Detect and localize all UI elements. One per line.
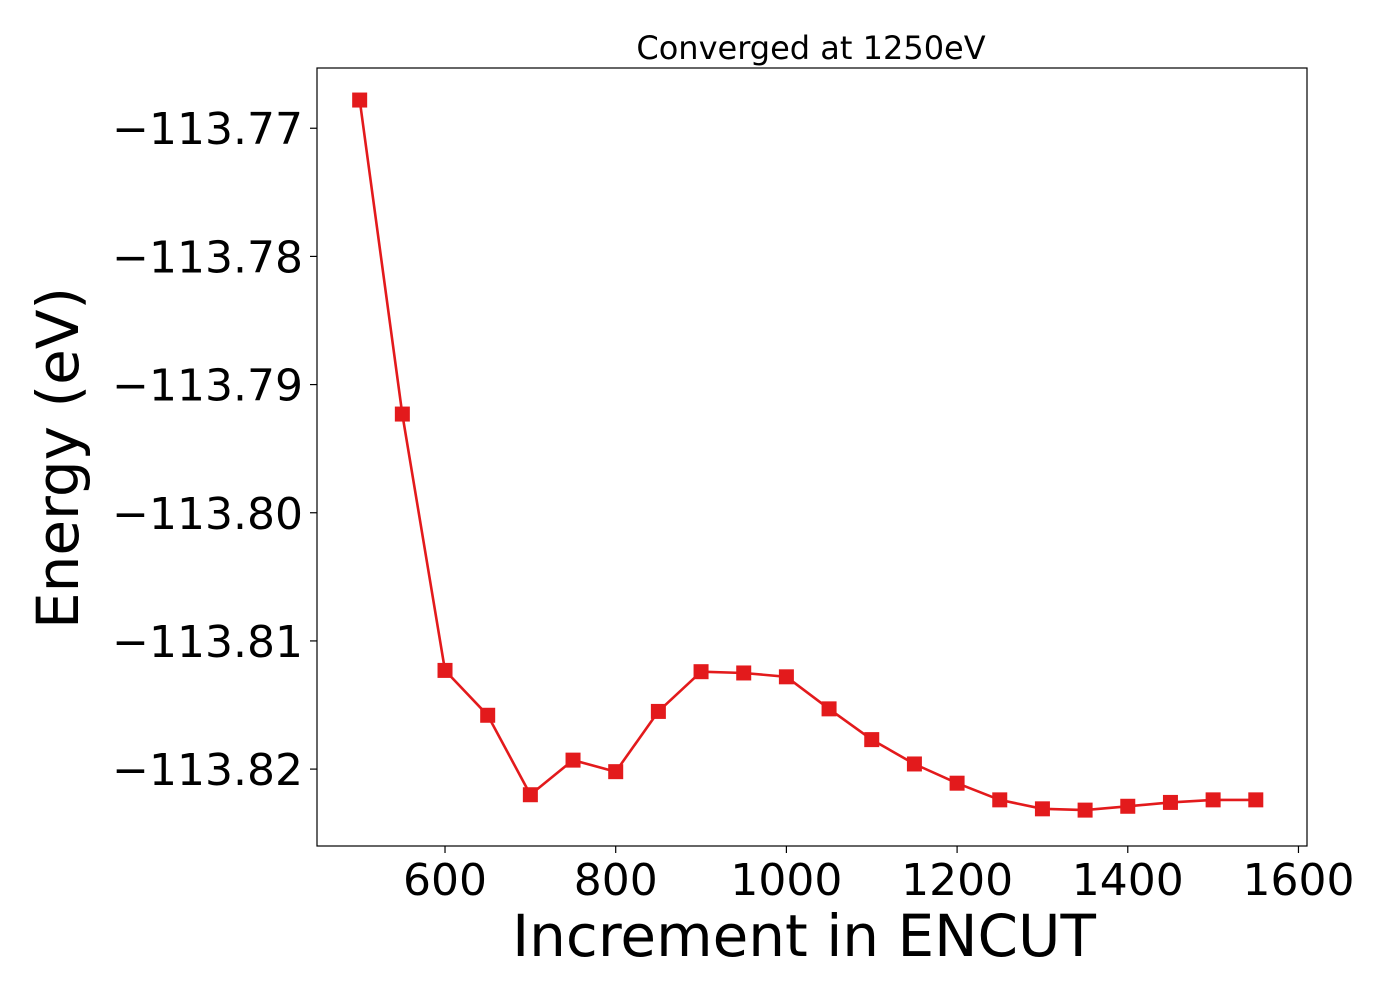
data-point — [480, 707, 496, 723]
x-tick-label: 800 — [574, 855, 658, 906]
data-point — [821, 701, 837, 717]
data-point — [565, 752, 581, 768]
x-tick-label: 1000 — [730, 855, 842, 906]
x-tick-label: 1600 — [1242, 855, 1354, 906]
data-point — [650, 703, 666, 719]
plot-frame — [316, 67, 1308, 847]
y-axis-label: Energy (eV) — [24, 287, 92, 629]
y-tick-label: −113.78 — [112, 232, 303, 283]
data-point — [906, 756, 922, 772]
x-axis: 600 800 1000 1200 1400 1600 — [403, 846, 1354, 906]
x-tick-label: 1400 — [1072, 855, 1184, 906]
x-axis-label: Increment in ENCUT — [512, 902, 1096, 970]
data-point — [608, 764, 624, 780]
series-group — [352, 92, 1264, 818]
data-point — [778, 669, 794, 685]
data-point — [394, 406, 410, 422]
y-tick-label: −113.79 — [112, 361, 303, 412]
data-point — [1162, 794, 1178, 810]
data-point — [1205, 792, 1221, 808]
y-tick-label: −113.77 — [112, 104, 303, 155]
series-line — [358, 99, 1256, 812]
data-point — [522, 787, 538, 803]
y-axis: −113.77 −113.78 −113.79 −113.80 −113.81 −113.… — [112, 104, 317, 796]
data-point — [352, 92, 368, 108]
data-point — [1077, 802, 1093, 818]
data-point — [693, 664, 709, 680]
data-point — [437, 662, 453, 678]
y-tick-label: −113.82 — [112, 745, 303, 796]
data-point — [864, 732, 880, 748]
chart-title: Converged at 1250eV — [636, 29, 985, 67]
y-tick-label: −113.80 — [112, 489, 303, 540]
y-tick-label: −113.81 — [112, 617, 303, 668]
data-point — [992, 792, 1008, 808]
data-point — [1034, 801, 1050, 817]
data-point — [1120, 798, 1136, 814]
data-point — [736, 665, 752, 681]
x-tick-label: 600 — [403, 855, 487, 906]
x-tick-label: 1200 — [901, 855, 1013, 906]
data-point — [1248, 792, 1264, 808]
data-point — [949, 775, 965, 791]
